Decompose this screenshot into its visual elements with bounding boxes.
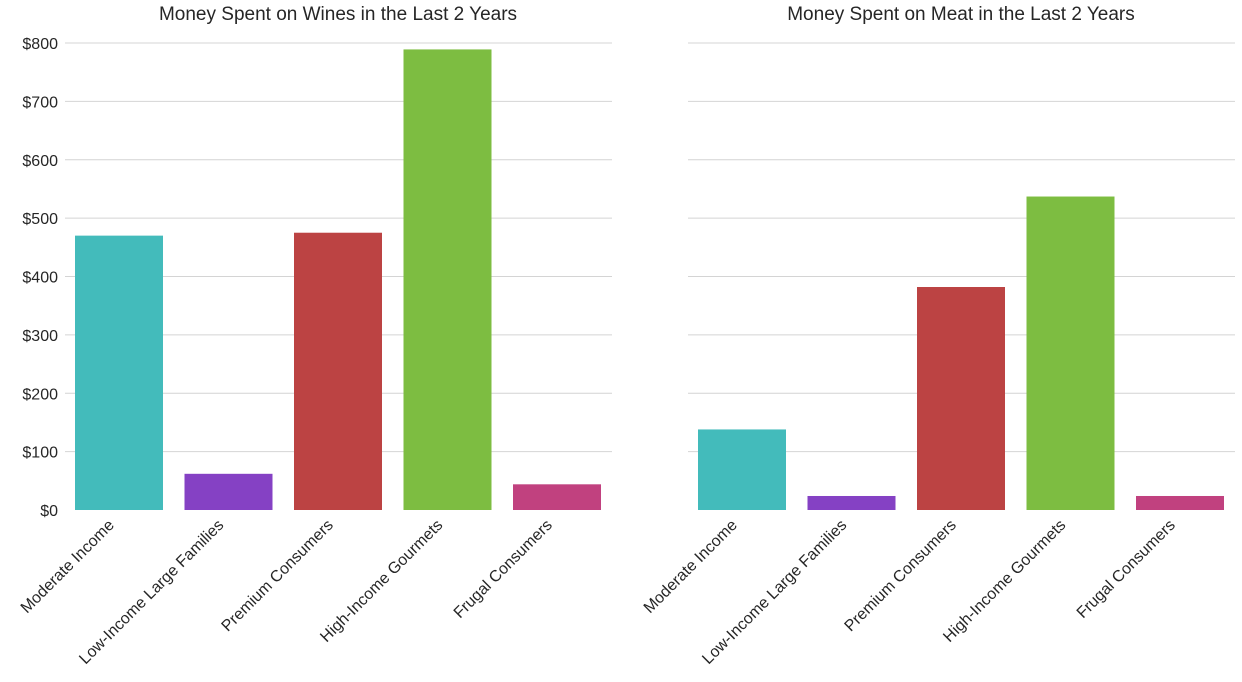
y-tick-label: $400: [22, 270, 58, 287]
x-tick-label: Premium Consumers: [842, 517, 960, 635]
y-tick-label: $100: [22, 445, 58, 462]
bar-wines-2: [184, 473, 273, 510]
x-tick-label: High-Income Gourmets: [940, 517, 1069, 646]
y-tick-label: $200: [22, 386, 58, 403]
y-tick-label: $300: [22, 328, 58, 345]
x-tick-label: Moderate Income: [18, 517, 118, 617]
x-tick-label: Frugal Consumers: [451, 517, 556, 622]
bar-wines-4: [403, 49, 492, 510]
bar-meat-3: [917, 287, 1005, 510]
chart-title-meat: Money Spent on Meat in the Last 2 Years: [787, 4, 1135, 25]
bar-wines-1: [75, 235, 163, 510]
y-tick-label: $500: [22, 211, 58, 228]
y-tick-label: $700: [22, 94, 58, 111]
bar-wines-5: [513, 484, 601, 510]
chart-meat: Money Spent on Meat in the Last 2 Years …: [641, 4, 1235, 668]
bar-meat-5: [1136, 495, 1224, 510]
y-tick-label: $600: [22, 153, 58, 170]
bar-meat-4: [1026, 196, 1115, 510]
bar-wines-3: [294, 232, 382, 510]
x-tick-label: Premium Consumers: [219, 517, 337, 635]
chart-wines: Money Spent on Wines in the Last 2 Years…: [18, 4, 612, 668]
x-tick-label: Frugal Consumers: [1074, 517, 1179, 622]
x-tick-label: High-Income Gourmets: [317, 517, 446, 646]
bar-meat-2: [807, 495, 896, 510]
chart-title-wines: Money Spent on Wines in the Last 2 Years: [159, 4, 517, 25]
y-tick-label: $800: [22, 36, 58, 53]
x-tick-label: Moderate Income: [641, 517, 741, 617]
y-tick-label: $0: [40, 503, 58, 520]
bar-meat-1: [698, 429, 786, 510]
